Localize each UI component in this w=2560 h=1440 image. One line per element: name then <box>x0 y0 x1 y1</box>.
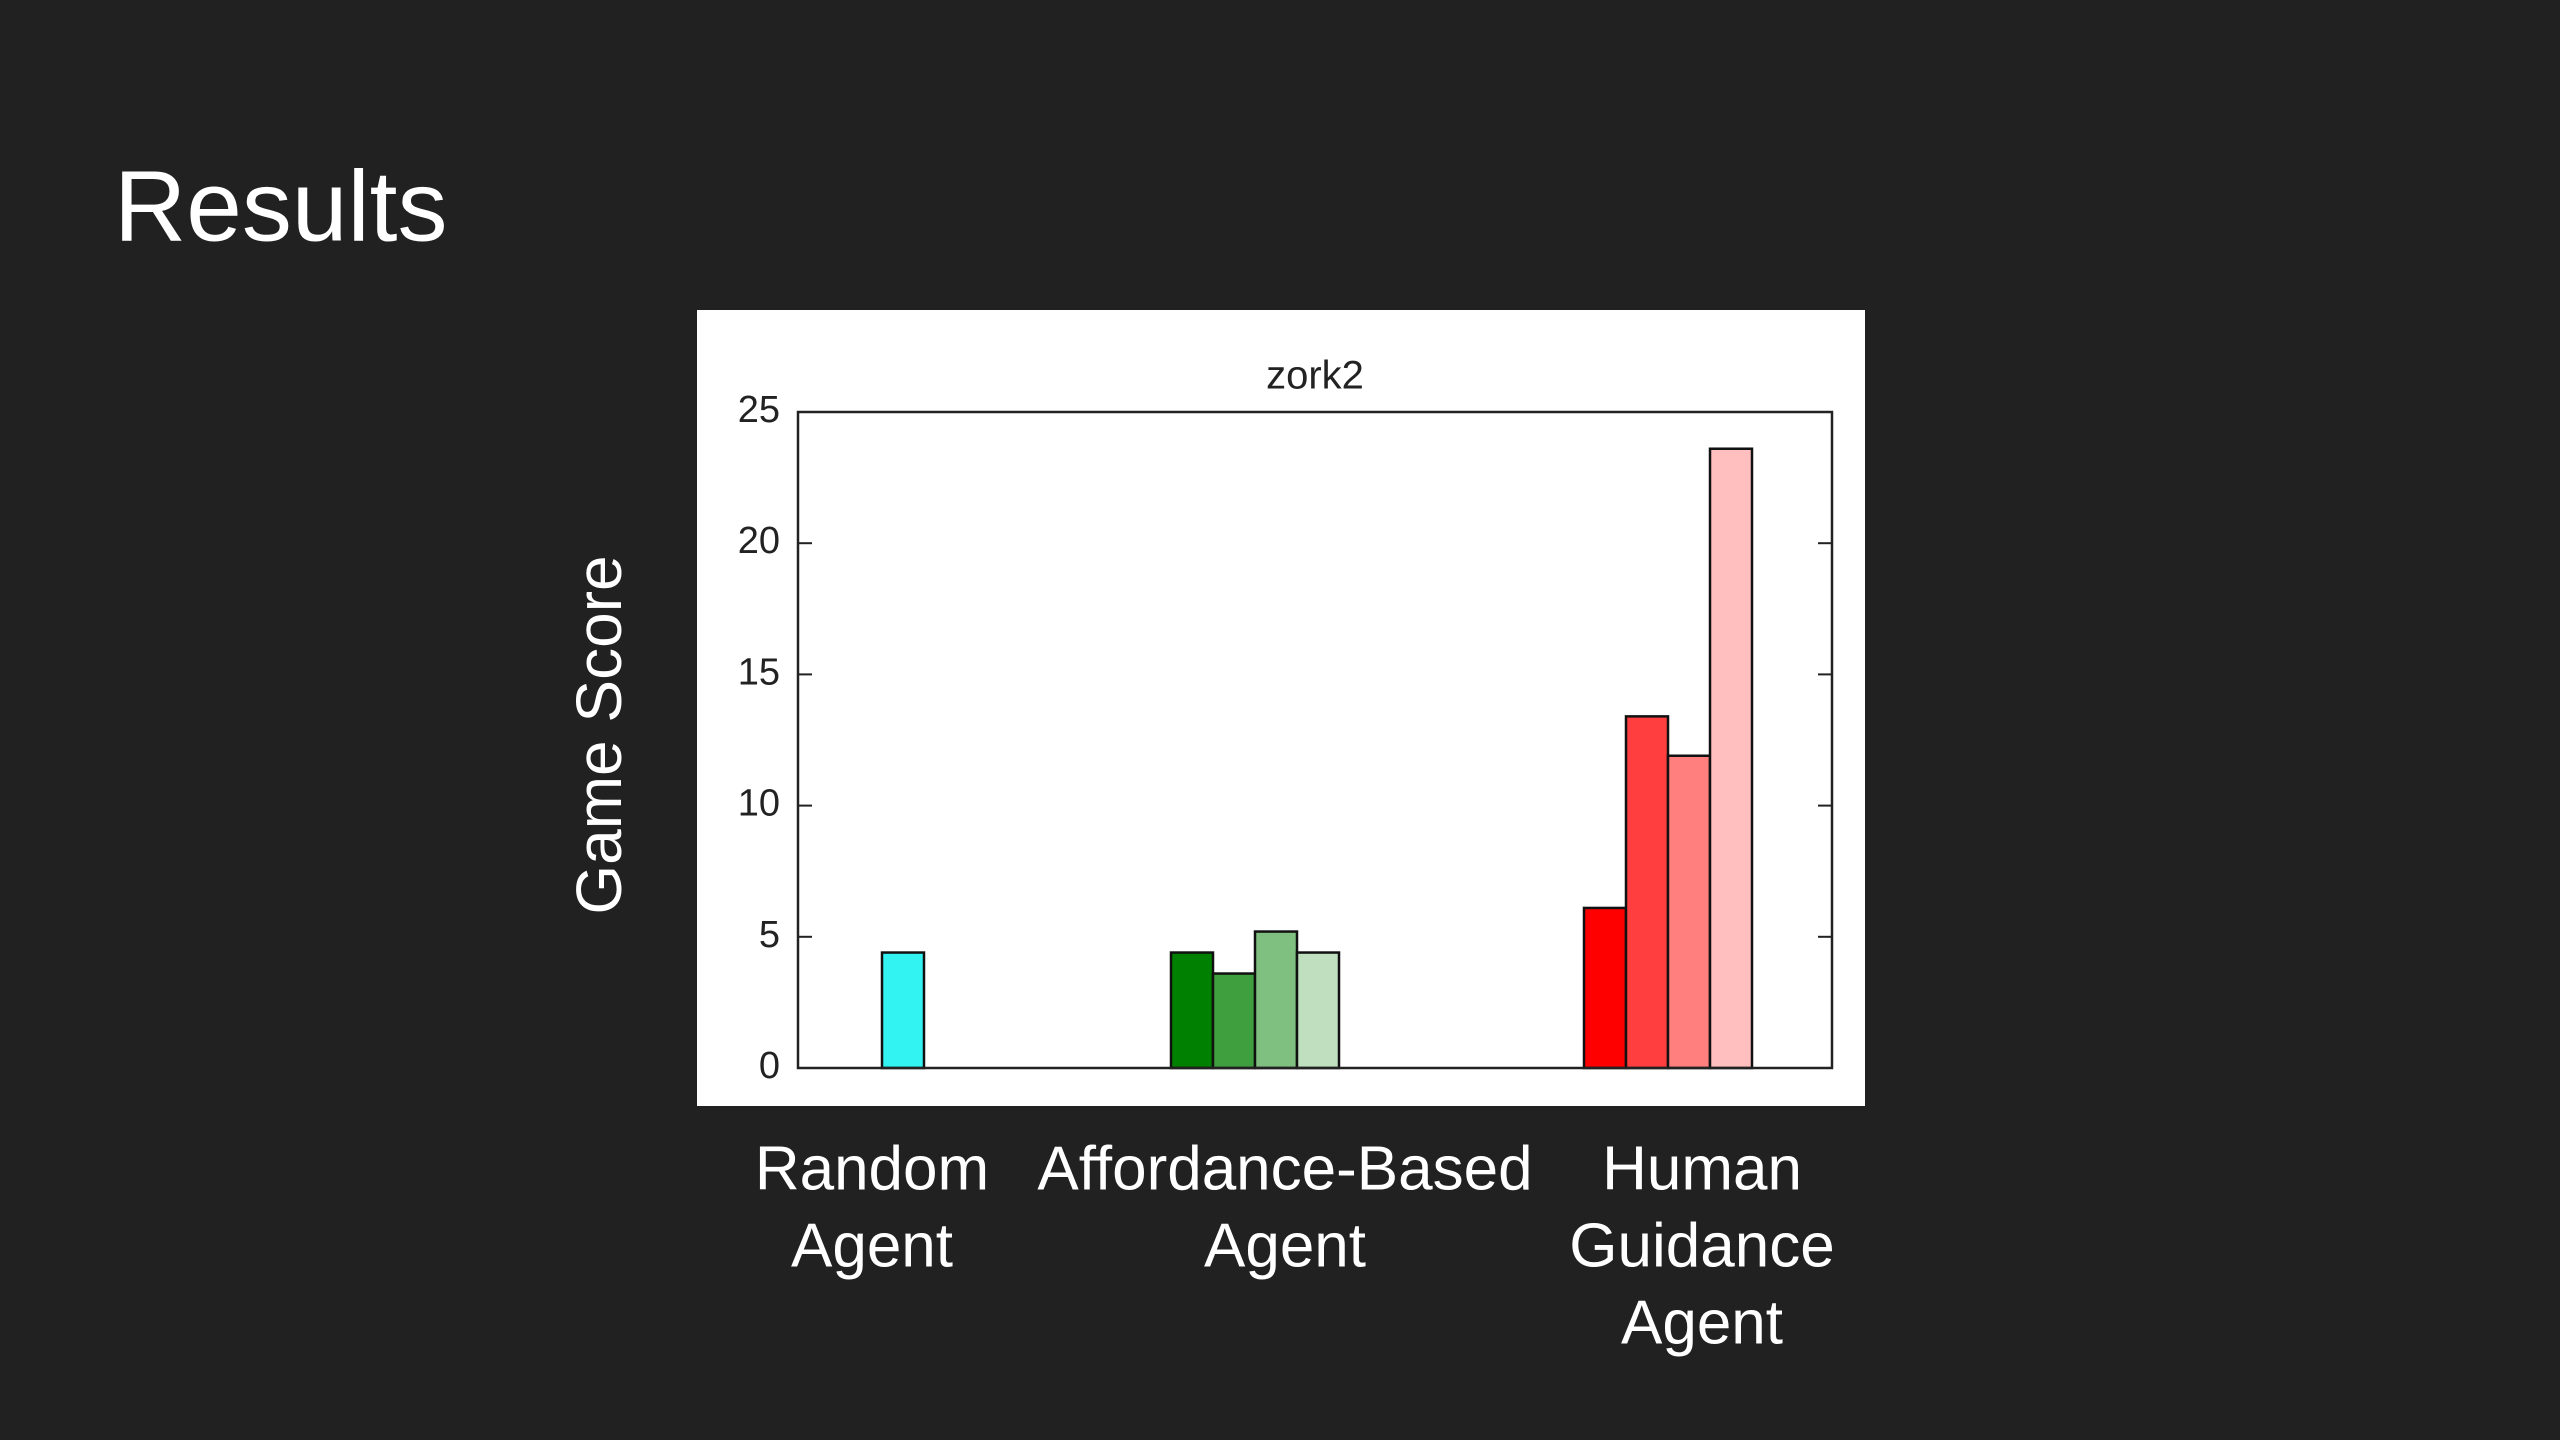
x-tick-label: Human <box>1602 1134 1802 1203</box>
bar <box>1708 447 1754 1070</box>
slide-title: Results <box>114 150 447 262</box>
y-tick-label: 20 <box>738 520 780 562</box>
x-tick-label: Affordance-Based <box>1037 1134 1532 1203</box>
y-axis-label: Game Score <box>563 555 635 914</box>
bar <box>880 951 926 1070</box>
bar <box>1624 715 1670 1070</box>
bar <box>1211 972 1257 1070</box>
y-tick-label: 25 <box>738 389 780 431</box>
bar <box>1295 951 1341 1070</box>
plot-frame <box>796 410 1834 1070</box>
y-tick-label: 0 <box>759 1045 780 1087</box>
x-tick-label: Random <box>755 1134 989 1203</box>
bar <box>1169 951 1215 1070</box>
x-tick-label: Agent <box>1621 1288 1783 1357</box>
bar <box>1582 906 1628 1070</box>
x-tick-label: Agent <box>791 1211 953 1280</box>
bar <box>1253 930 1299 1070</box>
y-tick-label: 5 <box>759 914 780 956</box>
x-tick-label: Guidance <box>1569 1211 1834 1280</box>
bar <box>1666 754 1712 1070</box>
x-tick-label: Agent <box>1204 1211 1366 1280</box>
y-tick-label: 10 <box>738 783 780 825</box>
y-tick-label: 15 <box>738 651 780 693</box>
chart-title: zork2 <box>1266 354 1364 398</box>
